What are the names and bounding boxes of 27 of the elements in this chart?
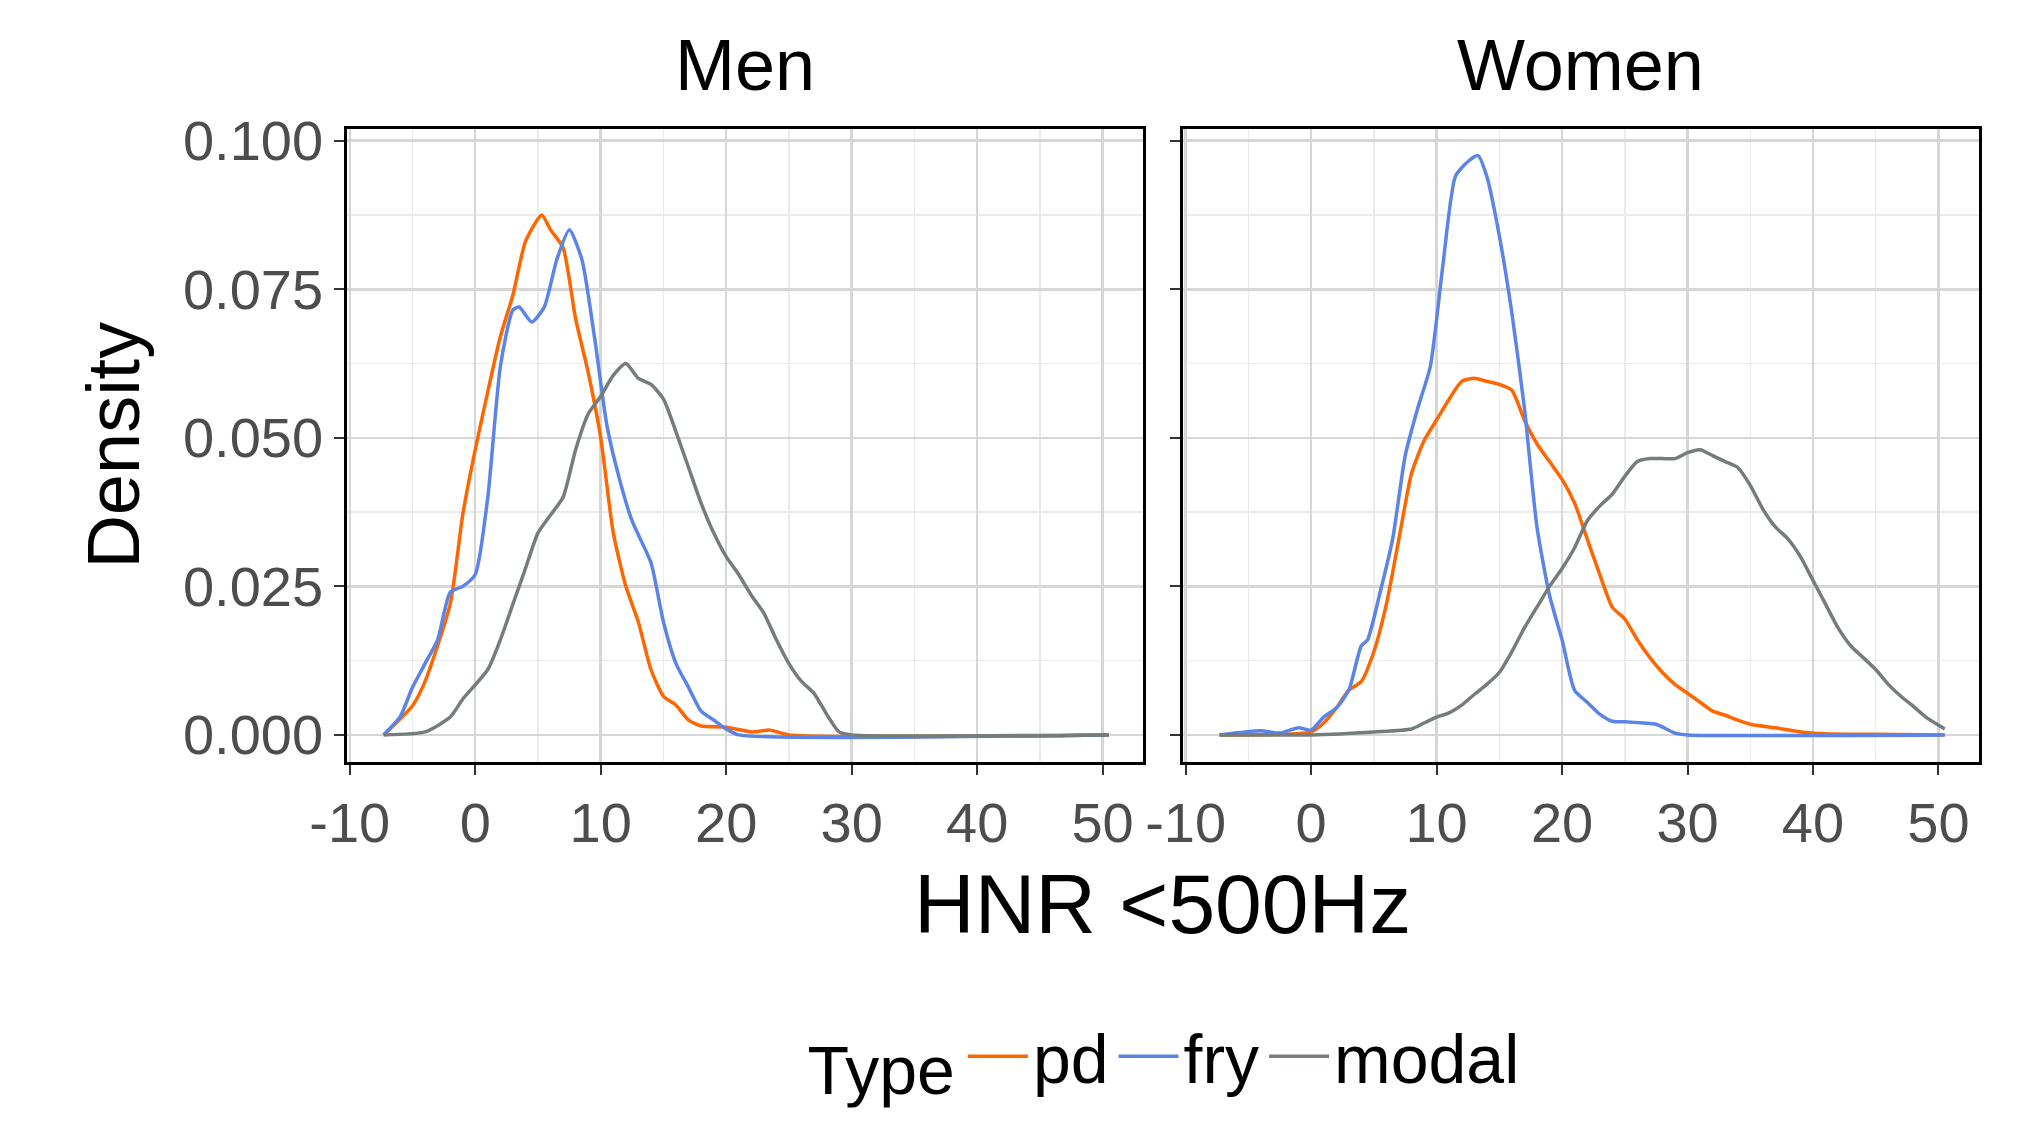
y-tick-label: 0.050 (182, 406, 324, 470)
x-tick-label: 10 (1405, 790, 1468, 854)
x-tick-label: -10 (309, 790, 391, 854)
x-tick-label: 20 (1530, 790, 1594, 854)
chart-title: Women (1457, 25, 1704, 105)
y-tick-label: 0.100 (182, 109, 324, 173)
x-axis-title: HNR <500Hz (914, 857, 1412, 951)
y-axis-title: Density (71, 321, 155, 569)
x-tick-label: 40 (945, 790, 1009, 854)
x-tick-label: 10 (569, 790, 632, 854)
x-tick-label: 30 (1656, 790, 1719, 854)
y-tick-label: 0.000 (182, 703, 324, 767)
y-tick-label: 0.075 (182, 257, 324, 321)
legend-label: fry (1183, 1020, 1260, 1097)
legend-label: pd (1032, 1020, 1109, 1097)
y-tick-label: 0.025 (182, 554, 324, 618)
x-tick-label: -10 (1145, 790, 1227, 854)
x-tick-label: 0 (459, 790, 491, 854)
line-series (381, 361, 1111, 738)
x-tick-label: 0 (1295, 790, 1327, 854)
x-tick-label: 50 (1071, 790, 1134, 854)
x-tick-label: 30 (820, 790, 883, 854)
x-tick-label: 20 (695, 790, 758, 854)
x-tick-label: 40 (1781, 790, 1845, 854)
chart-title: Men (675, 25, 816, 105)
x-tick-label: 50 (1907, 790, 1970, 854)
legend-label: modal (1334, 1020, 1520, 1097)
